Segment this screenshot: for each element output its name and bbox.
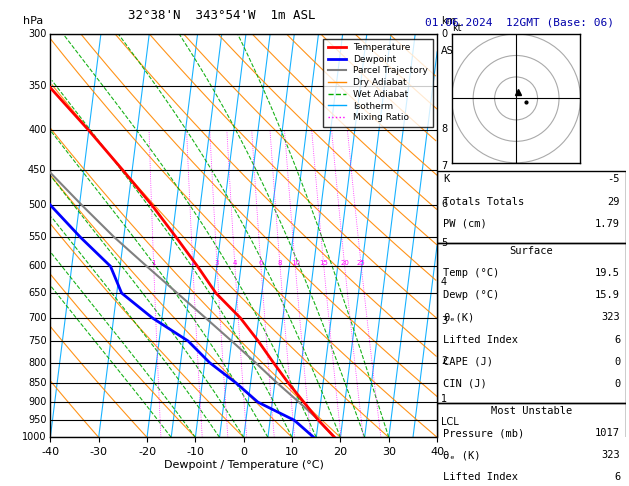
Text: 15.9: 15.9 — [595, 290, 620, 300]
Text: 29: 29 — [608, 196, 620, 207]
Text: Surface: Surface — [509, 246, 554, 256]
Text: Lifted Index: Lifted Index — [443, 472, 518, 483]
Text: 1017: 1017 — [595, 428, 620, 438]
Text: 450: 450 — [28, 165, 47, 175]
Text: 19.5: 19.5 — [595, 268, 620, 278]
Text: 1: 1 — [441, 395, 447, 404]
Text: Pressure (mb): Pressure (mb) — [443, 428, 524, 438]
Text: -5: -5 — [608, 174, 620, 184]
Text: LCL: LCL — [441, 417, 459, 427]
Text: kt: kt — [452, 23, 461, 33]
Text: CIN (J): CIN (J) — [443, 379, 487, 389]
Text: Most Unstable: Most Unstable — [491, 406, 572, 416]
Text: 10: 10 — [291, 260, 300, 266]
Bar — [437, 403, 626, 486]
Text: 300: 300 — [28, 29, 47, 39]
Text: 3: 3 — [215, 260, 220, 266]
Text: 900: 900 — [28, 397, 47, 407]
Text: km: km — [441, 16, 456, 26]
Text: hPa: hPa — [23, 16, 43, 26]
Text: 4: 4 — [441, 277, 447, 287]
Text: 0: 0 — [614, 379, 620, 389]
Text: 8: 8 — [441, 124, 447, 134]
Text: 400: 400 — [28, 125, 47, 136]
Text: ASL: ASL — [441, 46, 459, 56]
Text: 5: 5 — [441, 238, 447, 247]
Text: 8: 8 — [278, 260, 282, 266]
Text: 700: 700 — [28, 313, 47, 323]
Text: 1.79: 1.79 — [595, 219, 620, 229]
Text: 850: 850 — [28, 378, 47, 388]
Text: 6: 6 — [259, 260, 263, 266]
Text: Dewp (°C): Dewp (°C) — [443, 290, 499, 300]
Text: 3: 3 — [441, 316, 447, 326]
Text: 6: 6 — [614, 472, 620, 483]
Text: 4: 4 — [233, 260, 237, 266]
Text: 15: 15 — [320, 260, 328, 266]
Text: 500: 500 — [28, 200, 47, 210]
Text: 350: 350 — [28, 81, 47, 91]
Text: 650: 650 — [28, 288, 47, 298]
X-axis label: Dewpoint / Temperature (°C): Dewpoint / Temperature (°C) — [164, 460, 324, 470]
Text: 0: 0 — [614, 357, 620, 367]
Text: 01.06.2024  12GMT (Base: 06): 01.06.2024 12GMT (Base: 06) — [425, 17, 613, 27]
Text: 7: 7 — [441, 161, 447, 171]
Text: θₑ (K): θₑ (K) — [443, 451, 481, 460]
Text: CAPE (J): CAPE (J) — [443, 357, 493, 367]
Text: 2: 2 — [191, 260, 195, 266]
Text: 20: 20 — [340, 260, 349, 266]
Text: 550: 550 — [28, 232, 47, 242]
Text: 6: 6 — [441, 199, 447, 209]
Text: 750: 750 — [28, 336, 47, 346]
Text: θₑ(K): θₑ(K) — [443, 312, 474, 322]
Text: K: K — [443, 174, 449, 184]
Text: 600: 600 — [28, 261, 47, 271]
Text: 1000: 1000 — [22, 433, 47, 442]
Bar — [437, 243, 626, 403]
Text: Totals Totals: Totals Totals — [443, 196, 524, 207]
Text: 6: 6 — [614, 334, 620, 345]
Text: 323: 323 — [601, 312, 620, 322]
Text: Temp (°C): Temp (°C) — [443, 268, 499, 278]
Text: 2: 2 — [441, 356, 447, 365]
Text: 0: 0 — [441, 29, 447, 39]
Text: 323: 323 — [601, 451, 620, 460]
Text: 800: 800 — [28, 358, 47, 367]
Text: 950: 950 — [28, 415, 47, 425]
Legend: Temperature, Dewpoint, Parcel Trajectory, Dry Adiabat, Wet Adiabat, Isotherm, Mi: Temperature, Dewpoint, Parcel Trajectory… — [323, 38, 433, 127]
Text: Lifted Index: Lifted Index — [443, 334, 518, 345]
Text: 1: 1 — [152, 260, 156, 266]
Text: PW (cm): PW (cm) — [443, 219, 487, 229]
Text: 25: 25 — [357, 260, 365, 266]
Text: 32°38'N  343°54'W  1m ASL: 32°38'N 343°54'W 1m ASL — [128, 9, 315, 22]
Bar — [437, 171, 626, 243]
